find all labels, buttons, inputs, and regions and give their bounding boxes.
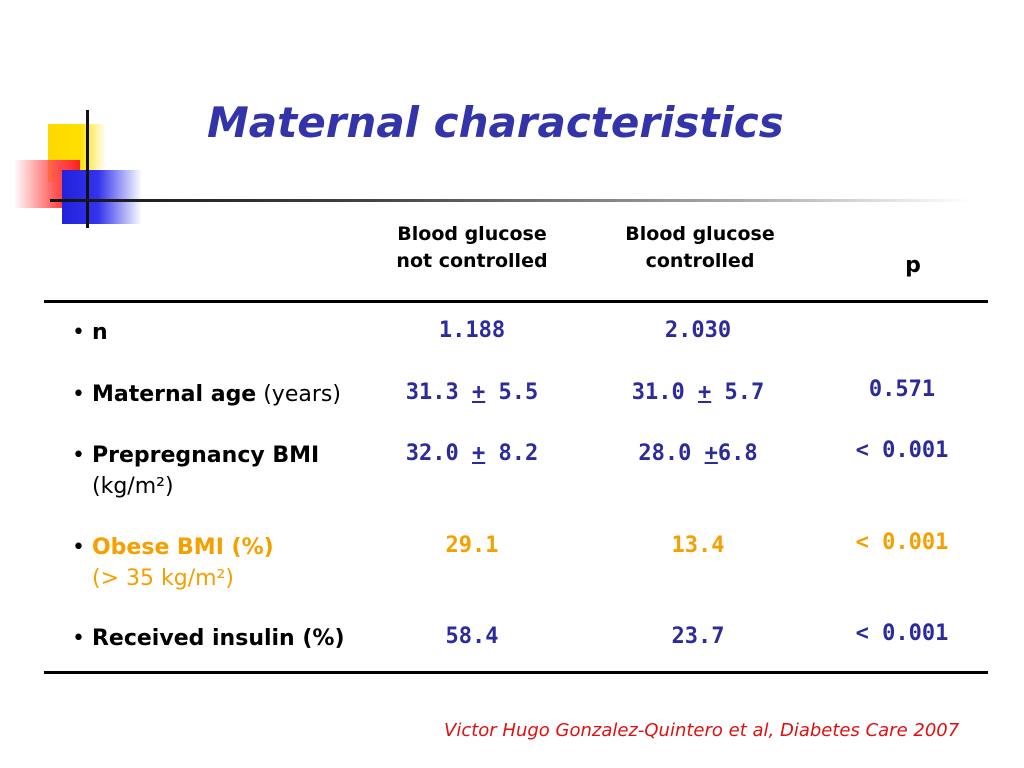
column-header-not-controlled: Blood glucose not controlled (372, 221, 572, 275)
cell-insulin-p: < 0.001 (855, 621, 949, 646)
title-underline (50, 199, 970, 202)
row-label-text: Prepregnancy BMI (91, 443, 320, 468)
value-mean: 28.0 (638, 441, 692, 466)
plus-minus-sign: + (697, 380, 712, 405)
value-mean: 31.0 (631, 380, 685, 405)
column-header-line: not controlled (396, 250, 548, 272)
logo-vertical-line (86, 110, 89, 228)
table-bottom-rule (44, 671, 988, 674)
cell-obese-controlled: 13.4 (671, 533, 725, 558)
row-label-received-insulin: • Received insulin (%) (72, 626, 345, 651)
column-header-line: Blood glucose (625, 223, 775, 245)
logo-blue-square (62, 170, 142, 224)
cell-bmi-controlled: 28.0 +6.8 (598, 441, 798, 466)
cell-n-controlled: 2.030 (664, 318, 732, 343)
table-top-rule (44, 300, 988, 303)
cell-n-not-controlled: 1.188 (438, 318, 506, 343)
cell-bmi-not-controlled: 32.0 + 8.2 (372, 441, 572, 466)
row-label-text: Maternal age (91, 382, 257, 407)
row-label-unit: (> 35 kg/m²) (92, 566, 234, 591)
column-header-p: p (905, 253, 921, 278)
plus-minus-sign: + (471, 380, 486, 405)
slide-title: Maternal characteristics (207, 98, 784, 147)
column-header-controlled: Blood glucose controlled (600, 221, 800, 275)
value-mean: 32.0 (405, 441, 459, 466)
cell-bmi-p: < 0.001 (855, 438, 949, 463)
row-label-maternal-age: • Maternal age (years) (72, 382, 341, 407)
row-label-n: • n (72, 320, 108, 345)
column-header-line: controlled (645, 250, 755, 272)
citation: Victor Hugo Gonzalez-Quintero et al, Dia… (444, 720, 960, 741)
row-label-text: Obese BMI (%) (91, 535, 274, 560)
row-label-text: Received insulin (%) (91, 626, 345, 651)
plus-minus-sign: + (704, 441, 718, 466)
row-label-unit: (kg/m²) (92, 474, 174, 499)
row-label-unit: (years) (256, 382, 341, 407)
plus-minus-sign: + (471, 441, 486, 466)
row-label-text: n (91, 320, 108, 345)
cell-obese-p: < 0.001 (855, 530, 949, 555)
cell-maternal-age-controlled: 31.0 + 5.7 (598, 380, 798, 405)
column-header-line: Blood glucose (397, 223, 547, 245)
value-sd: 5.5 (498, 380, 539, 405)
value-sd: 6.8 (717, 441, 758, 466)
value-sd: 5.7 (724, 380, 765, 405)
cell-insulin-not-controlled: 58.4 (445, 624, 499, 649)
cell-obese-not-controlled: 29.1 (445, 533, 499, 558)
value-sd: 8.2 (498, 441, 539, 466)
row-label-prepregnancy-bmi: • Prepregnancy BMI (kg/m²) (72, 440, 319, 502)
row-label-obese-bmi: • Obese BMI (%) (> 35 kg/m²) (72, 532, 274, 594)
cell-maternal-age-p: 0.571 (868, 377, 936, 402)
value-mean: 31.3 (405, 380, 459, 405)
cell-maternal-age-not-controlled: 31.3 + 5.5 (372, 380, 572, 405)
cell-insulin-controlled: 23.7 (671, 624, 725, 649)
